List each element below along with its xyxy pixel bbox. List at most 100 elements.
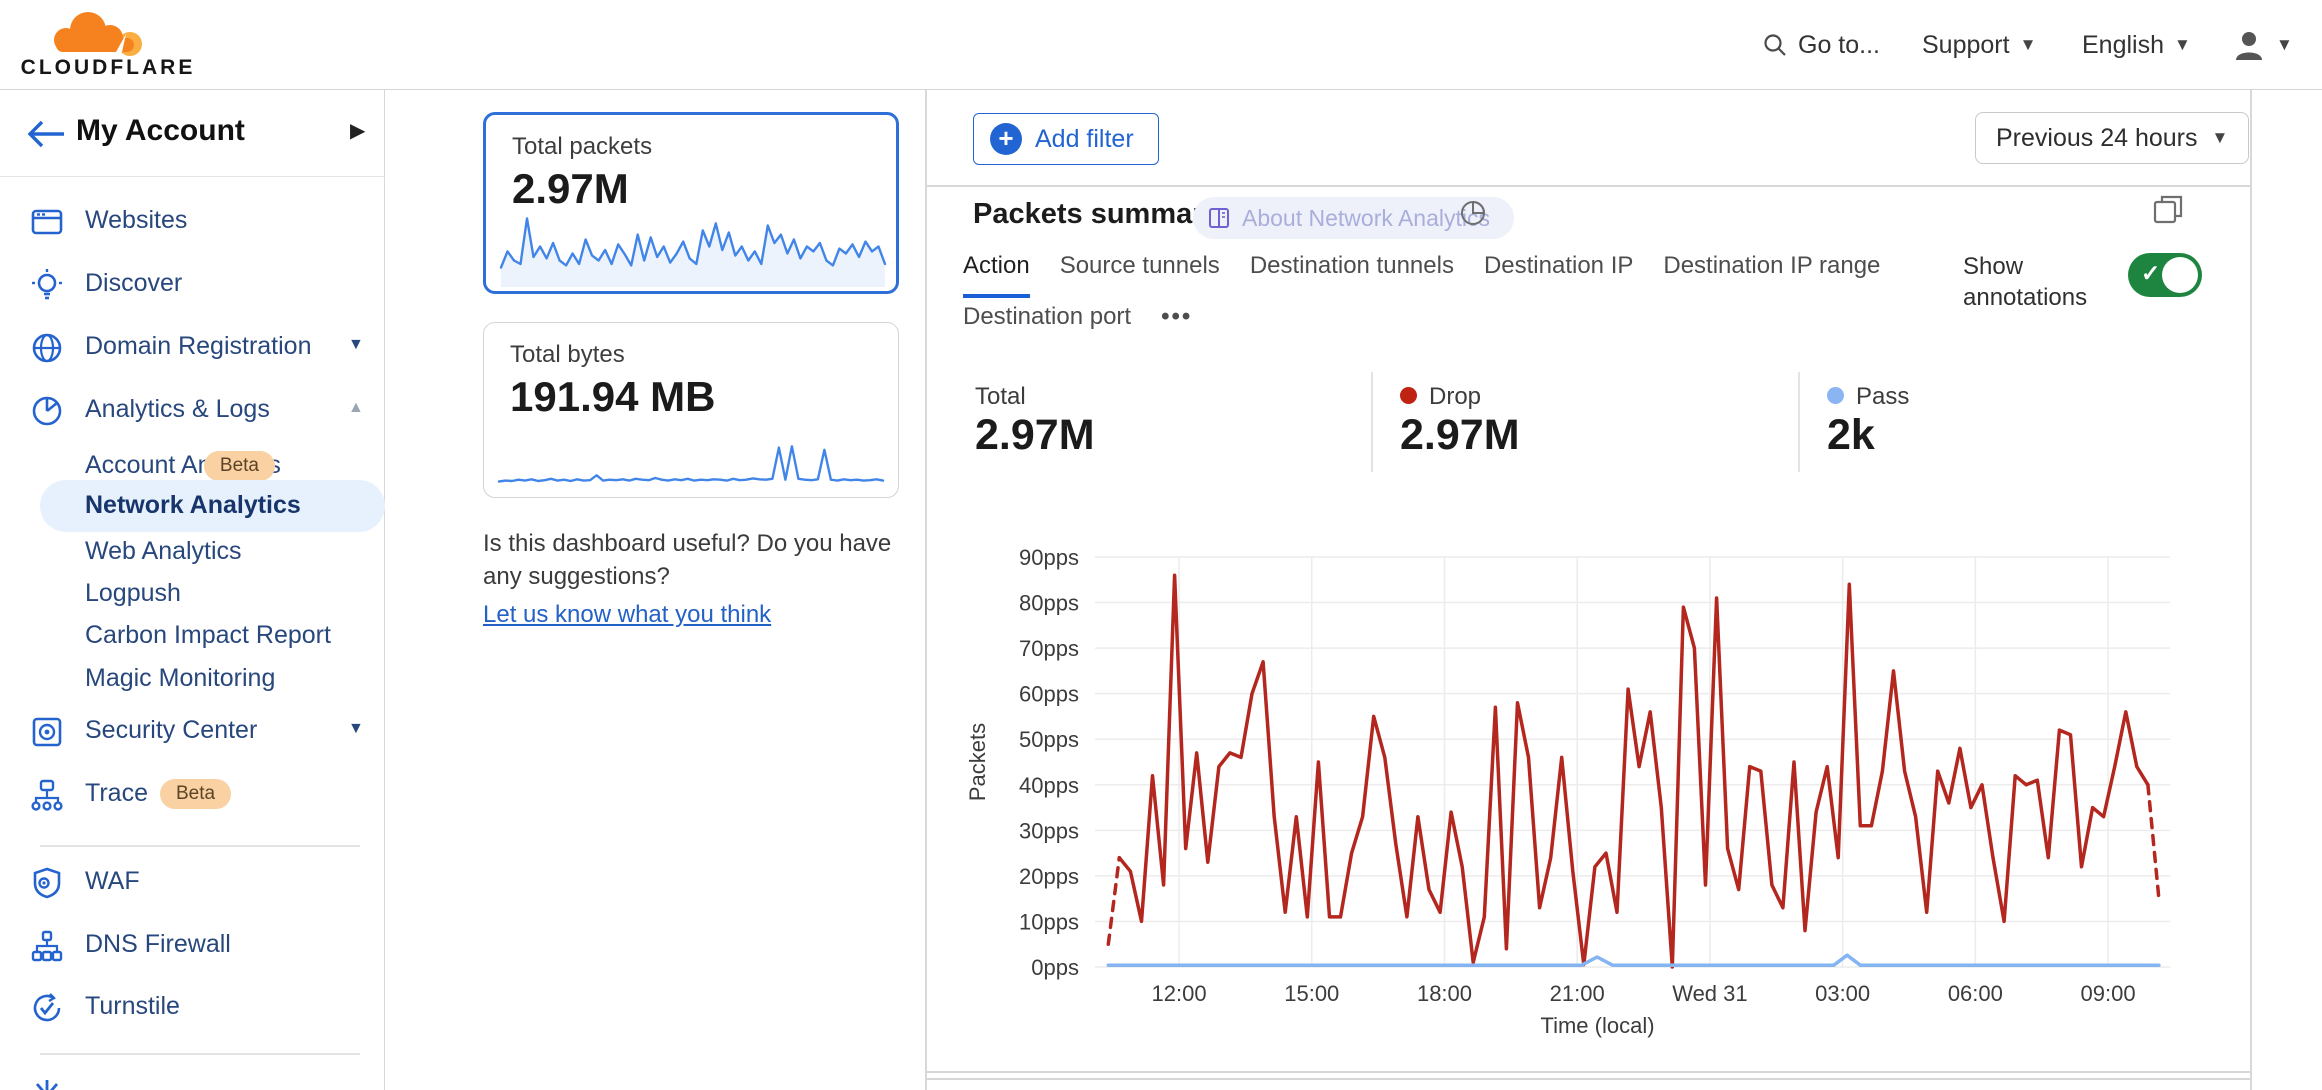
account-header-row[interactable]: My Account ▶ [0,90,385,177]
account-menu[interactable]: ▼ [2232,0,2293,90]
chevron-up-icon: ▲ [348,399,364,416]
svg-text:12:00: 12:00 [1152,981,1207,1006]
sidebar-item-label: Network Analytics [85,491,301,519]
sidebar-item-label: Discover [85,269,183,297]
sidebar-item-label: Carbon Impact Report [85,621,331,649]
stat-total: Total 2.97M [975,383,1095,460]
sidebar-item-turnstile[interactable]: Turnstile [0,976,385,1039]
sidebar-item-logpush[interactable]: Logpush [0,563,385,626]
hierarchy-icon [31,930,63,962]
add-filter-button[interactable]: + Add filter [973,113,1159,165]
goto-label: Go to... [1798,30,1880,59]
check-icon: ✓ [2141,260,2161,286]
svg-text:Time (local): Time (local) [1540,1013,1654,1038]
svg-text:21:00: 21:00 [1550,981,1605,1006]
sidebar-item-label: Logpush [85,579,181,607]
chevron-down-icon: ▼ [2174,35,2191,54]
about-network-analytics-badge[interactable]: About Network Analytics [1193,197,1515,239]
svg-text:Wed 31: Wed 31 [1672,981,1747,1006]
goto-search[interactable]: Go to... [1762,0,1880,90]
tab-destination-ip-range[interactable]: Destination IP range [1663,252,1881,279]
chevron-right-icon[interactable]: ▶ [350,120,366,142]
total-bytes-card[interactable]: Total bytes 191.94 MB [483,322,899,498]
metric-title: Total packets [512,133,653,160]
card-top-border [926,185,2250,187]
feedback-question: Is this dashboard useful? Do you have an… [483,530,892,590]
data-freshness-pie-icon[interactable] [1458,198,1488,228]
tab-destination-port[interactable]: Destination port [963,303,1132,330]
tab-destination-tunnels[interactable]: Destination tunnels [1249,252,1454,279]
sidebar-item-websites[interactable]: Websites [0,190,385,253]
chevron-down-icon: ▼ [2276,35,2293,54]
sidebar-item-dns-firewall[interactable]: DNS Firewall [0,914,385,977]
cloudflare-logo-text: CLOUDFLARE [20,56,196,79]
packets-time-series-chart[interactable]: 0pps 10pps 20pps 30pps 40pps 50pps 60pps 70pps 8… [925,540,2250,1050]
book-icon [1209,208,1229,228]
sidebar-item-label: Web Analytics [85,537,242,565]
stat-divider [1371,372,1373,472]
top-header: CLOUDFLARE Go to... Support ▼ English ▼ … [0,0,2322,90]
feedback-link[interactable]: Let us know what you think [483,601,772,628]
total-packets-card[interactable]: Total packets 2.97M [483,112,899,294]
about-badge-label: About Network Analytics [1242,204,1491,231]
stat-label: Pass [1856,383,1910,410]
chevron-down-icon: ▼ [2019,35,2037,54]
sidebar-item-label: DNS Firewall [85,930,231,958]
sidebar-item-account-analytics[interactable]: Account Analytics Beta [0,435,385,491]
pass-dot [1827,387,1844,404]
sidebar-item-trace[interactable]: Trace Beta [0,763,385,826]
plus-icon: + [990,123,1022,155]
sidebar-item-analytics-logs[interactable]: Analytics & Logs ▲ [0,379,385,442]
bytes-sparkline [497,445,885,483]
svg-text:18:00: 18:00 [1417,981,1472,1006]
sidebar-item-partial[interactable] [0,1070,385,1090]
stat-value: 2.97M [1400,411,1520,459]
tab-action[interactable]: Action [963,252,1030,298]
sidebar-item-label: Magic Monitoring [85,664,276,692]
sparkle-icon [35,1080,59,1090]
cloudflare-logo[interactable]: CLOUDFLARE [18,4,198,86]
svg-text:10pps: 10pps [1019,909,1079,934]
next-card-top-border [926,1078,2250,1080]
tab-source-tunnels[interactable]: Source tunnels [1059,252,1220,279]
more-tabs-button[interactable]: ••• [1161,303,1193,330]
pop-out-icon[interactable] [2152,193,2184,225]
globe-icon [32,333,62,363]
sidebar-item-web-analytics[interactable]: Web Analytics [0,521,385,584]
sidebar-item-discover[interactable]: Discover [0,253,385,316]
dimension-tabs-row1: Action Source tunnels Destination tunnel… [963,252,1880,298]
sidebar-item-security-center[interactable]: Security Center ▼ [0,700,385,763]
card-bottom-border [926,1071,2250,1073]
svg-text:09:00: 09:00 [2081,981,2136,1006]
sidebar-item-waf[interactable]: WAF [0,851,385,914]
svg-text:50pps: 50pps [1019,727,1079,752]
sidebar-item-network-analytics[interactable]: Network Analytics [40,480,385,532]
beta-badge: Beta [160,779,232,809]
tab-destination-ip[interactable]: Destination IP [1483,252,1634,279]
sidebar-item-carbon-impact-report[interactable]: Carbon Impact Report [0,605,385,668]
svg-text:60pps: 60pps [1019,682,1079,707]
stat-value: 2.97M [975,411,1095,459]
sidebar-item-domain-registration[interactable]: Domain Registration ▼ [0,316,385,379]
packets-summary-title: Packets summary [973,198,1220,230]
svg-text:70pps: 70pps [1019,636,1079,661]
support-menu[interactable]: Support ▼ [1922,0,2036,90]
stat-label: Drop [1429,383,1482,410]
dimension-tabs-row2: Destination port ••• [963,303,1192,345]
language-menu[interactable]: English ▼ [2082,0,2191,90]
time-range-dropdown[interactable]: Previous 24 hours ▼ [1975,112,2250,164]
svg-text:40pps: 40pps [1019,773,1079,798]
back-arrow-icon[interactable] [24,116,68,152]
time-range-label: Previous 24 hours [1996,123,2198,152]
beta-badge: Beta [203,451,275,481]
svg-text:15:00: 15:00 [1284,981,1339,1006]
sidebar-item-label: Turnstile [85,992,180,1020]
metric-value: 2.97M [512,165,629,212]
content-right-border [2250,90,2252,1090]
browser-window-icon [31,209,63,235]
stat-divider [1798,372,1800,472]
svg-text:03:00: 03:00 [1815,981,1870,1006]
sidebar-item-magic-monitoring[interactable]: Magic Monitoring [0,648,385,711]
svg-text:06:00: 06:00 [1948,981,2003,1006]
show-annotations-toggle[interactable]: ✓ [2128,253,2202,297]
